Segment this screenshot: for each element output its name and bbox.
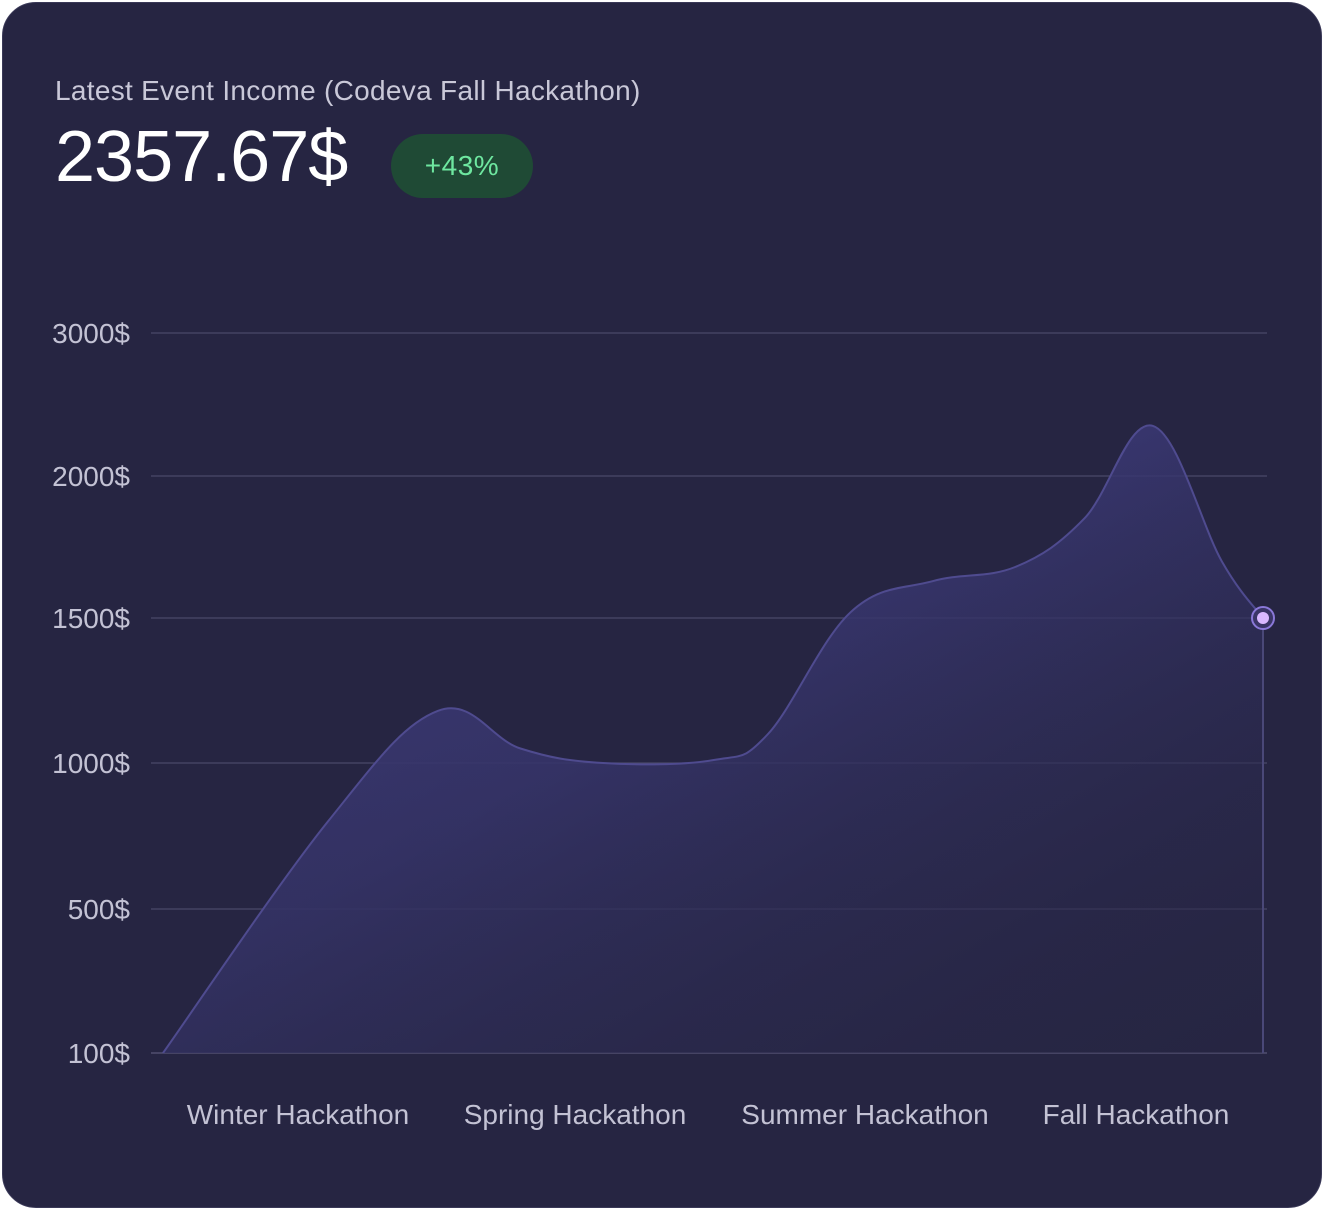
y-tick-label: 100$ — [68, 1038, 131, 1069]
y-tick-label: 500$ — [68, 894, 131, 925]
y-tick-label: 1500$ — [52, 603, 130, 634]
change-badge: +43% — [391, 134, 533, 198]
y-tick-label: 3000$ — [52, 318, 130, 349]
income-amount: 2357.67$ — [55, 117, 348, 197]
x-category-label: Fall Hackathon — [1043, 1099, 1230, 1130]
card-title: Latest Event Income (Codeva Fall Hackath… — [55, 75, 641, 106]
x-category-label: Spring Hackathon — [464, 1099, 687, 1130]
income-line — [162, 424, 1264, 1054]
x-category-label: Winter Hackathon — [187, 1099, 410, 1130]
income-area-chart: 100$ 500$ 1000$ 1500$ 2000$ 3000$ Winter Hack… — [52, 318, 1275, 1130]
y-tick-label: 2000$ — [52, 461, 130, 492]
y-tick-label: 1000$ — [52, 748, 130, 779]
income-area-shade — [163, 425, 1263, 1054]
x-category-label: Summer Hackathon — [741, 1099, 988, 1130]
highlight-point[interactable] — [1257, 612, 1269, 624]
